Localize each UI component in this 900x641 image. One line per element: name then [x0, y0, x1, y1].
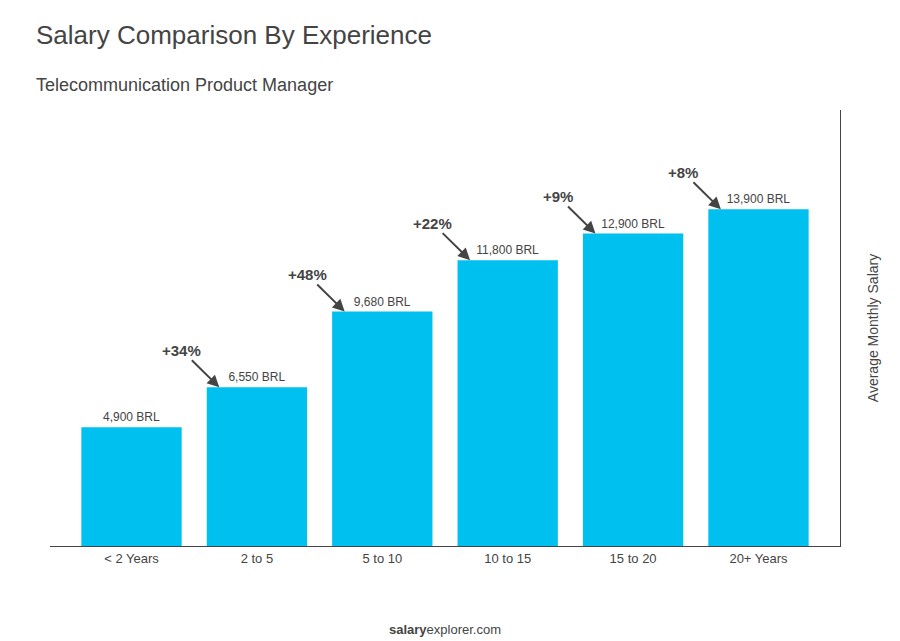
svg-text:2 to 5: 2 to 5	[241, 551, 274, 566]
svg-text:11,800 BRL: 11,800 BRL	[476, 243, 539, 257]
svg-text:5 to 10: 5 to 10	[362, 551, 402, 566]
svg-text:salaryexplorer.com: salaryexplorer.com	[389, 622, 501, 637]
svg-text:6,550 BRL: 6,550 BRL	[228, 370, 285, 384]
svg-text:Salary Comparison By Experienc: Salary Comparison By Experience	[36, 20, 432, 50]
svg-text:13,900 BRL: 13,900 BRL	[727, 192, 791, 206]
svg-text:4,900 BRL: 4,900 BRL	[103, 410, 160, 424]
svg-text:< 2 Years: < 2 Years	[104, 551, 159, 566]
svg-text:Telecommunication Product Mana: Telecommunication Product Manager	[36, 75, 333, 95]
svg-text:+8%: +8%	[668, 164, 698, 181]
svg-text:12,900 BRL: 12,900 BRL	[601, 217, 665, 231]
svg-text:+34%: +34%	[162, 342, 201, 359]
svg-text:+22%: +22%	[413, 215, 452, 232]
svg-text:+9%: +9%	[543, 188, 573, 205]
svg-text:15 to 20: 15 to 20	[610, 551, 657, 566]
svg-text:10 to 15: 10 to 15	[484, 551, 531, 566]
svg-text:20+ Years: 20+ Years	[729, 551, 788, 566]
svg-text:Average Monthly Salary: Average Monthly Salary	[865, 254, 881, 402]
svg-text:+48%: +48%	[288, 266, 327, 283]
svg-text:9,680 BRL: 9,680 BRL	[354, 295, 411, 309]
